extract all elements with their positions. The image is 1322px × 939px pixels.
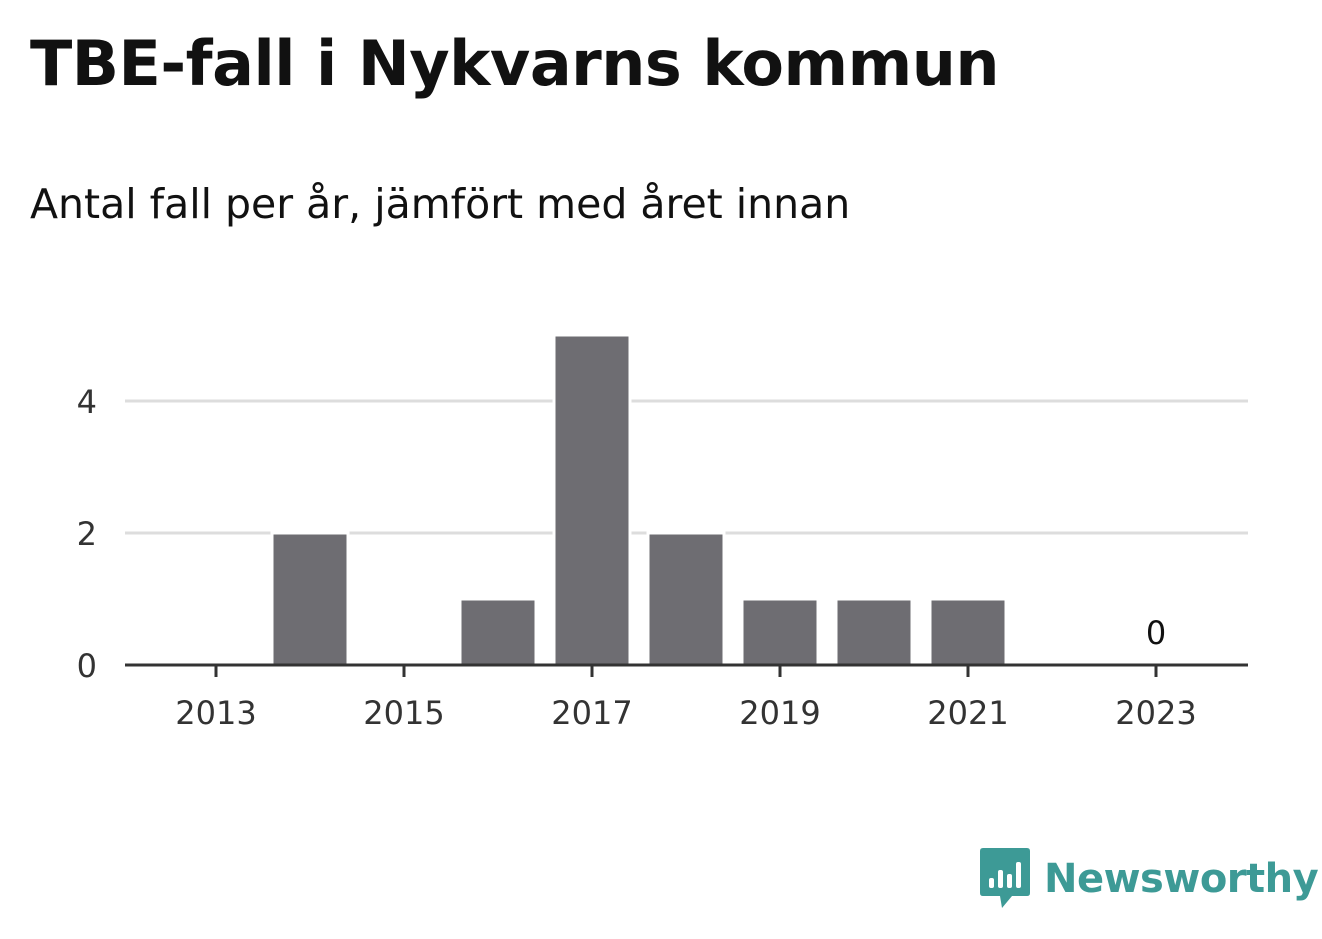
x-tick-label: 2015	[363, 694, 444, 732]
x-tick-label: 2019	[739, 694, 820, 732]
x-tick-label: 2021	[927, 694, 1008, 732]
bar-2021	[928, 597, 1008, 667]
x-tick-label: 2017	[551, 694, 632, 732]
chart-title: TBE-fall i Nykvarns kommun	[30, 27, 1000, 100]
y-tick-label: 0	[77, 647, 97, 685]
bar-2014	[270, 531, 350, 667]
y-tick-label: 2	[77, 515, 97, 553]
bars	[270, 333, 1008, 667]
x-tick-label: 2023	[1115, 694, 1196, 732]
data-label: 0	[1146, 614, 1166, 652]
x-tick-label: 2013	[175, 694, 256, 732]
bar-2016	[458, 597, 538, 667]
bar-chart-speech-bubble-icon	[980, 848, 1030, 908]
chart-subtitle: Antal fall per år, jämfört med året inna…	[30, 180, 851, 228]
labels: 0 2 4 2013 2015 2017 2019 2021 2023 0	[77, 383, 1197, 732]
y-tick-label: 4	[77, 383, 97, 421]
brand-name: Newsworthy	[1044, 856, 1319, 902]
bar-2018	[646, 531, 726, 667]
bar-2017	[552, 333, 632, 667]
bar-2020	[834, 597, 914, 667]
grid-lines	[125, 399, 1248, 535]
bar-2019	[740, 597, 820, 667]
axes	[125, 663, 1248, 677]
newsworthy-logo: Newsworthy	[980, 848, 1319, 910]
